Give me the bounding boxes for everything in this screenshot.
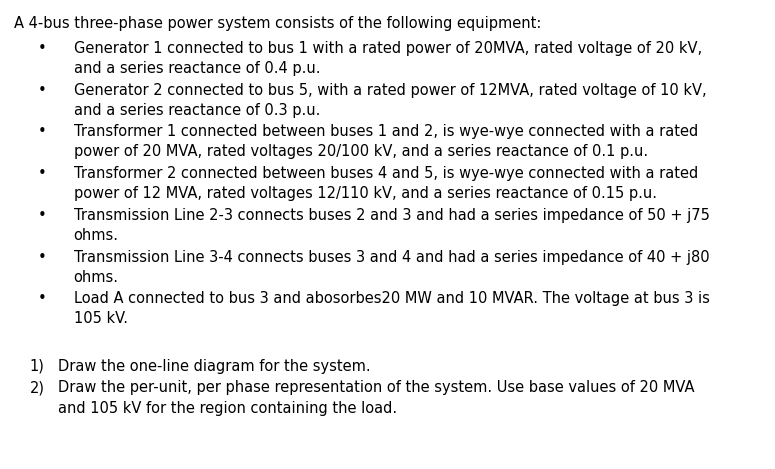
Text: 2): 2) (29, 380, 44, 395)
Text: Generator 1 connected to bus 1 with a rated power of 20MVA, rated voltage of 20 : Generator 1 connected to bus 1 with a ra… (74, 41, 701, 56)
Text: Transformer 2 connected between buses 4 and 5, is wye-wye connected with a rated: Transformer 2 connected between buses 4 … (74, 166, 698, 181)
Text: •: • (38, 83, 47, 98)
Text: 1): 1) (29, 359, 44, 374)
Text: •: • (38, 166, 47, 181)
Text: and 105 kV for the region containing the load.: and 105 kV for the region containing the… (58, 401, 398, 416)
Text: •: • (38, 250, 47, 265)
Text: power of 20 MVA, rated voltages 20/100 kV, and a series reactance of 0.1 p.u.: power of 20 MVA, rated voltages 20/100 k… (74, 144, 648, 159)
Text: Generator 2 connected to bus 5, with a rated power of 12MVA, rated voltage of 10: Generator 2 connected to bus 5, with a r… (74, 83, 706, 98)
Text: ohms.: ohms. (74, 228, 119, 243)
Text: Transmission Line 2-3 connects buses 2 and 3 and had a series impedance of 50 + : Transmission Line 2-3 connects buses 2 a… (74, 208, 709, 223)
Text: Draw the per-unit, per phase representation of the system. Use base values of 20: Draw the per-unit, per phase representat… (58, 380, 694, 395)
Text: Load A connected to bus 3 and abosorbes20 MW and 10 MVAR. The voltage at bus 3 i: Load A connected to bus 3 and abosorbes2… (74, 291, 709, 306)
Text: and a series reactance of 0.3 p.u.: and a series reactance of 0.3 p.u. (74, 103, 320, 118)
Text: •: • (38, 124, 47, 139)
Text: A 4-bus three-phase power system consists of the following equipment:: A 4-bus three-phase power system consist… (14, 16, 541, 31)
Text: ohms.: ohms. (74, 270, 119, 285)
Text: Transmission Line 3-4 connects buses 3 and 4 and had a series impedance of 40 + : Transmission Line 3-4 connects buses 3 a… (74, 250, 709, 265)
Text: power of 12 MVA, rated voltages 12/110 kV, and a series reactance of 0.15 p.u.: power of 12 MVA, rated voltages 12/110 k… (74, 186, 656, 201)
Text: 105 kV.: 105 kV. (74, 311, 128, 326)
Text: •: • (38, 41, 47, 56)
Text: •: • (38, 291, 47, 306)
Text: and a series reactance of 0.4 p.u.: and a series reactance of 0.4 p.u. (74, 61, 320, 76)
Text: Transformer 1 connected between buses 1 and 2, is wye-wye connected with a rated: Transformer 1 connected between buses 1 … (74, 124, 698, 139)
Text: Draw the one-line diagram for the system.: Draw the one-line diagram for the system… (58, 359, 370, 374)
Text: •: • (38, 208, 47, 223)
